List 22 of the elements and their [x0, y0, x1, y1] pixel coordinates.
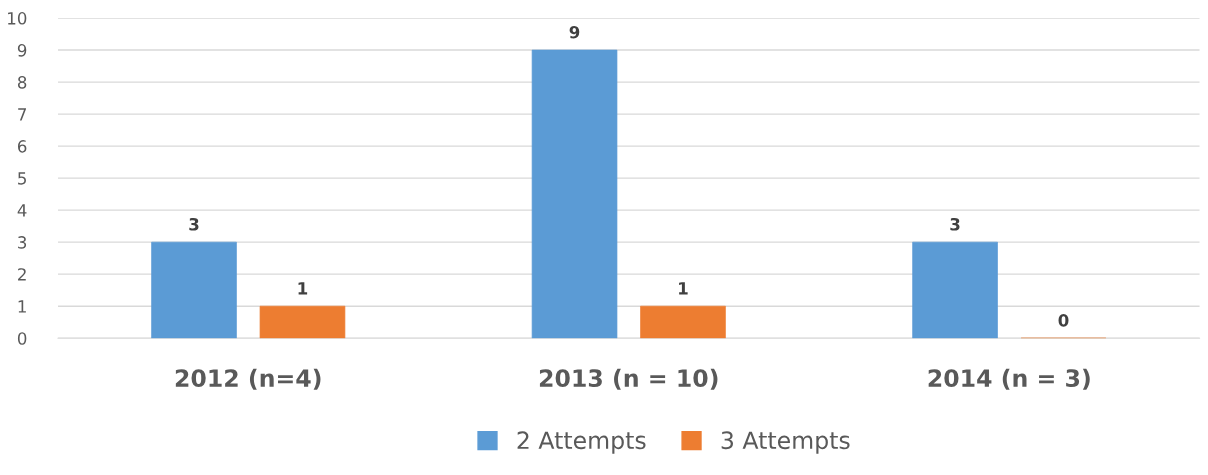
y-tick-label: 5	[18, 172, 26, 185]
y-tick-label: 3	[18, 236, 27, 249]
x-tick-label: 2012 (n=4)	[175, 368, 321, 390]
y-tick-label: 10	[8, 12, 27, 25]
y-tick-label: 2	[18, 268, 26, 281]
legend-label: 2 Attempts	[517, 431, 646, 454]
legend-label: 3 Attempts	[721, 431, 850, 454]
data-label: 1	[298, 282, 308, 295]
y-tick-label: 7	[18, 108, 26, 121]
data-label: 9	[569, 25, 580, 39]
y-tick-label: 0	[17, 332, 27, 345]
y-tick-label: 9	[17, 44, 27, 57]
x-tick-label: 2013 (n = 10)	[539, 368, 718, 390]
x-tick-label: 2014 (n = 3)	[928, 368, 1090, 390]
data-label: 1	[679, 282, 688, 295]
data-label: 3	[950, 217, 960, 231]
y-tick-label: 1	[18, 300, 26, 313]
y-tick-label: 8	[17, 76, 27, 89]
data-label: 3	[189, 217, 199, 231]
y-tick-label: 6	[17, 140, 27, 153]
y-tick-label: 4	[17, 204, 27, 217]
data-label: 0	[1058, 314, 1069, 327]
